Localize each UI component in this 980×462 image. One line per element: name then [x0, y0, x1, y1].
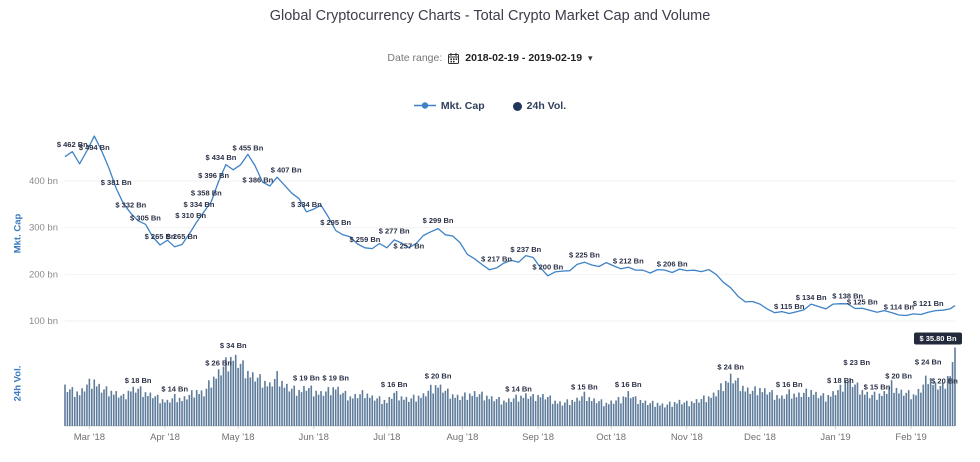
- y-axis-labels: 400 bn 300 bn 200 bn 100 bn: [29, 176, 58, 327]
- svg-text:$ 34 Bn: $ 34 Bn: [220, 341, 247, 350]
- svg-text:$ 206 Bn: $ 206 Bn: [657, 260, 688, 269]
- volume-bars: [64, 347, 956, 426]
- legend-label-mkt-cap: Mkt. Cap: [440, 100, 485, 112]
- legend-item-mkt-cap[interactable]: Mkt. Cap: [413, 97, 485, 115]
- date-range-picker[interactable]: Date range: 2018-02-19 - 2019-02-19 ▾: [0, 52, 980, 64]
- svg-text:$ 15 Bn: $ 15 Bn: [864, 382, 891, 391]
- svg-text:$ 23 Bn: $ 23 Bn: [843, 358, 870, 367]
- svg-text:$ 14 Bn: $ 14 Bn: [505, 384, 532, 393]
- svg-text:Mar '18: Mar '18: [74, 432, 105, 443]
- svg-text:$ 381 Bn: $ 381 Bn: [101, 178, 132, 187]
- svg-text:Dec '18: Dec '18: [744, 432, 776, 443]
- svg-text:$ 407 Bn: $ 407 Bn: [271, 166, 302, 175]
- svg-text:$ 386 Bn: $ 386 Bn: [242, 176, 273, 185]
- svg-text:Apr '18: Apr '18: [150, 432, 180, 443]
- svg-text:Nov '18: Nov '18: [671, 432, 703, 443]
- svg-text:$ 277 Bn: $ 277 Bn: [379, 226, 410, 235]
- svg-text:400 bn: 400 bn: [29, 176, 58, 187]
- svg-text:$ 257 Bn: $ 257 Bn: [393, 242, 424, 251]
- svg-text:$ 19 Bn: $ 19 Bn: [293, 374, 320, 383]
- svg-text:May '18: May '18: [222, 432, 255, 443]
- svg-text:$ 16 Bn: $ 16 Bn: [615, 380, 642, 389]
- svg-text:Oct '18: Oct '18: [596, 432, 626, 443]
- legend-label-24h-vol: 24h Vol.: [526, 100, 567, 112]
- mkt-cap-legend-marker-icon: [413, 97, 436, 115]
- volume-annotations: $ 18 Bn $ 14 Bn $ 26 Bn $ 34 Bn $ 19 Bn $ 19 …: [125, 341, 958, 394]
- svg-text:$ 265 Bn: $ 265 Bn: [145, 232, 176, 241]
- volume-legend-marker-icon: [512, 101, 522, 111]
- svg-text:$ 332 Bn: $ 332 Bn: [115, 201, 146, 210]
- svg-text:Jul '18: Jul '18: [373, 432, 400, 443]
- volume-current-badge: $ 35.80 Bn: [914, 332, 962, 345]
- caret-down-icon: ▾: [588, 52, 593, 63]
- svg-text:$ 18 Bn: $ 18 Bn: [125, 376, 152, 385]
- svg-text:$ 225 Bn: $ 225 Bn: [569, 251, 600, 260]
- svg-text:$ 26 Bn: $ 26 Bn: [205, 358, 232, 367]
- svg-text:200 bn: 200 bn: [29, 269, 58, 280]
- svg-text:$ 455 Bn: $ 455 Bn: [232, 143, 263, 152]
- page-title: Global Cryptocurrency Charts - Total Cry…: [269, 8, 711, 24]
- svg-text:$ 16 Bn: $ 16 Bn: [776, 380, 803, 389]
- svg-text:$ 334 Bn: $ 334 Bn: [291, 200, 322, 209]
- svg-text:Sep '18: Sep '18: [522, 432, 554, 443]
- svg-text:$ 20 Bn: $ 20 Bn: [931, 376, 958, 385]
- mkt-cap-annotations: $ 462 Bn$ 494 Bn $ 381 Bn $ 332 Bn $ 305 Bn…: [57, 140, 944, 311]
- svg-text:$ 212 Bn: $ 212 Bn: [613, 257, 644, 266]
- date-range-label: Date range:: [387, 52, 443, 64]
- svg-text:$ 334 Bn: $ 334 Bn: [184, 200, 215, 209]
- svg-text:$ 115 Bn: $ 115 Bn: [774, 302, 805, 311]
- svg-text:$ 14 Bn: $ 14 Bn: [161, 384, 188, 393]
- svg-text:$ 237 Bn: $ 237 Bn: [510, 245, 541, 254]
- legend-item-24h-vol[interactable]: 24h Vol.: [512, 100, 567, 112]
- svg-text:$ 16 Bn: $ 16 Bn: [381, 380, 408, 389]
- svg-text:$ 138 Bn: $ 138 Bn: [832, 291, 863, 300]
- svg-text:$ 20 Bn: $ 20 Bn: [885, 371, 912, 380]
- svg-text:$ 310 Bn: $ 310 Bn: [175, 211, 206, 220]
- svg-text:$ 434 Bn: $ 434 Bn: [206, 153, 237, 162]
- svg-text:$ 15 Bn: $ 15 Bn: [571, 382, 598, 391]
- svg-text:$ 20 Bn: $ 20 Bn: [425, 371, 452, 380]
- svg-text:$ 24 Bn: $ 24 Bn: [915, 358, 942, 367]
- date-range-value: 2018-02-19 - 2019-02-19: [465, 52, 583, 64]
- svg-text:Jun '18: Jun '18: [299, 432, 329, 443]
- svg-text:$ 494 Bn: $ 494 Bn: [79, 143, 110, 152]
- svg-text:$ 121 Bn: $ 121 Bn: [913, 299, 944, 308]
- svg-text:$ 35.80 Bn: $ 35.80 Bn: [919, 334, 957, 343]
- svg-text:$ 462 Bn: $ 462 Bn: [57, 140, 88, 149]
- svg-text:$ 125 Bn: $ 125 Bn: [847, 297, 878, 306]
- svg-text:Jan '19: Jan '19: [820, 432, 850, 443]
- svg-text:$ 200 Bn: $ 200 Bn: [532, 262, 563, 271]
- svg-text:$ 396 Bn: $ 396 Bn: [198, 171, 229, 180]
- svg-text:300 bn: 300 bn: [29, 223, 58, 234]
- svg-text:$ 265 Bn: $ 265 Bn: [167, 232, 198, 241]
- svg-text:100 bn: 100 bn: [29, 316, 58, 327]
- calendar-icon: [448, 52, 460, 64]
- svg-text:$ 18 Bn: $ 18 Bn: [827, 376, 854, 385]
- svg-text:$ 305 Bn: $ 305 Bn: [130, 213, 161, 222]
- svg-text:$ 114 Bn: $ 114 Bn: [884, 302, 915, 311]
- svg-text:$ 299 Bn: $ 299 Bn: [423, 216, 454, 225]
- svg-text:$ 134 Bn: $ 134 Bn: [796, 293, 827, 302]
- svg-text:Feb '19: Feb '19: [895, 432, 926, 443]
- svg-text:$ 24 Bn: $ 24 Bn: [717, 363, 744, 372]
- svg-text:Aug '18: Aug '18: [446, 432, 478, 443]
- mkt-cap-line: [64, 135, 956, 317]
- x-axis-labels: Mar '18 Apr '18 May '18 Jun '18 Jul '18 Aug '…: [74, 426, 927, 443]
- svg-text:$ 358 Bn: $ 358 Bn: [191, 189, 222, 198]
- chart-legend: Mkt. Cap 24h Vol.: [0, 97, 980, 115]
- svg-text:$ 259 Bn: $ 259 Bn: [349, 235, 380, 244]
- svg-text:$ 19 Bn: $ 19 Bn: [322, 374, 349, 383]
- grid-lines: [65, 180, 955, 322]
- svg-text:$ 295 Bn: $ 295 Bn: [320, 218, 351, 227]
- svg-text:$ 217 Bn: $ 217 Bn: [481, 254, 512, 263]
